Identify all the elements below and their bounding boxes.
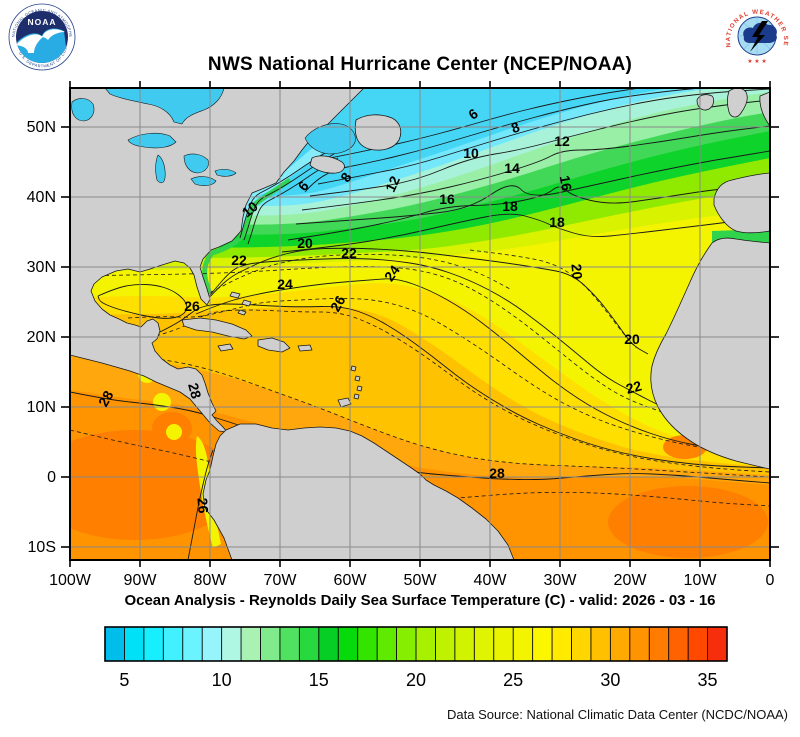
land-france bbox=[759, 91, 770, 127]
x-axis-label: 30W bbox=[544, 572, 578, 589]
land-iberia bbox=[713, 172, 770, 234]
isotherm-label: 22 bbox=[341, 245, 357, 261]
isotherm-label: 14 bbox=[504, 160, 520, 176]
noaa-gull-icon bbox=[16, 34, 43, 53]
x-axis-label: 50W bbox=[404, 572, 438, 589]
y-axis-label: 30N bbox=[27, 259, 56, 276]
land-ireland bbox=[696, 94, 715, 111]
isotherm-label: 18 bbox=[502, 198, 518, 214]
x-axis-label: 60W bbox=[334, 572, 368, 589]
isotherm-label: 28 bbox=[185, 381, 205, 400]
isotherm-label: 20 bbox=[624, 331, 640, 347]
land-antilles bbox=[350, 365, 363, 400]
colorbar-tick-label: 35 bbox=[698, 670, 718, 690]
isotherm-label: 10 bbox=[463, 145, 479, 161]
isotherm-label: 16 bbox=[439, 191, 455, 207]
colorbar-tick-label: 20 bbox=[406, 670, 426, 690]
land-hispaniola bbox=[257, 337, 291, 353]
land-newfoundland bbox=[354, 114, 402, 151]
colorbar: 5 10 15 20 25 30 35 bbox=[104, 626, 728, 690]
y-axis-label: 20N bbox=[27, 329, 56, 346]
isotherm-label: 26 bbox=[194, 497, 211, 514]
land-layer bbox=[70, 88, 770, 560]
data-source: Data Source: National Climatic Data Cent… bbox=[447, 707, 788, 722]
noaa-logo-emblem bbox=[16, 11, 68, 63]
colorbar-tick-label: 25 bbox=[503, 670, 523, 690]
hudson-bay bbox=[104, 88, 225, 125]
isotherm-label: 12 bbox=[554, 133, 570, 149]
land-bahamas bbox=[229, 291, 252, 316]
land-north-america bbox=[70, 88, 365, 433]
x-axis-label: 0 bbox=[766, 572, 775, 589]
land-puerto-rico bbox=[297, 344, 313, 352]
x-axis-label: 90W bbox=[124, 572, 158, 589]
land-jamaica bbox=[217, 343, 234, 352]
isotherm-label: 20 bbox=[297, 235, 313, 251]
land-south-america bbox=[202, 423, 515, 560]
y-axis-label: 50N bbox=[27, 119, 56, 136]
land-nova-scotia bbox=[309, 155, 345, 174]
y-axis-label: 0 bbox=[47, 469, 56, 486]
nws-logo: NATIONAL WEATHER SERVICE ★ ★ ★ bbox=[724, 4, 789, 69]
page-title: NWS National Hurricane Center (NCEP/NOAA… bbox=[207, 54, 633, 75]
land-trinidad bbox=[337, 397, 352, 408]
y-axis-label: 10N bbox=[27, 399, 56, 416]
noaa-logo-label: NOAA bbox=[27, 17, 56, 27]
land-africa bbox=[650, 237, 770, 470]
lake-small-nw bbox=[71, 98, 95, 122]
axis-labels: 100W 90W 80W 70W 60W 50W 40W 30W 20W 10W 0 50N 40N 30… bbox=[27, 119, 775, 589]
gulf-st-lawrence bbox=[304, 123, 356, 155]
map-frame bbox=[61, 81, 779, 567]
x-axis-label: 10W bbox=[684, 572, 718, 589]
nws-lightning-icon bbox=[750, 21, 768, 52]
isotherm-label: 24 bbox=[277, 276, 293, 292]
x-axis-label: 80W bbox=[194, 572, 228, 589]
lake-michigan bbox=[155, 154, 166, 184]
isotherm-label: 16 bbox=[557, 174, 575, 192]
lake-ontario bbox=[214, 168, 237, 177]
nws-stars: ★ ★ ★ bbox=[747, 58, 766, 65]
isotherm-label: 28 bbox=[489, 465, 505, 481]
isotherm-label: 26 bbox=[184, 298, 200, 314]
isotherm-label: 20 bbox=[568, 263, 585, 280]
colorbar-tick-label: 30 bbox=[600, 670, 620, 690]
isotherm-label: 28 bbox=[95, 388, 117, 410]
isotherm-label: 22 bbox=[231, 252, 247, 268]
lakes-layer bbox=[71, 88, 356, 186]
grid-layer bbox=[70, 88, 770, 560]
colorbar-tick-label: 15 bbox=[309, 670, 329, 690]
noaa-logo: NATIONAL OCEANIC AND ATMOSPHERIC ADMINIS… bbox=[8, 3, 76, 71]
colorbar-tick-label: 5 bbox=[119, 670, 129, 690]
map-caption: Ocean Analysis - Reynolds Daily Sea Surf… bbox=[124, 592, 716, 609]
isotherm-label: 22 bbox=[624, 377, 643, 397]
x-axis-label: 70W bbox=[264, 572, 298, 589]
isotherm-label: 12 bbox=[382, 173, 403, 194]
lake-huron bbox=[183, 153, 209, 174]
x-axis-label: 40W bbox=[474, 572, 508, 589]
isotherm-label: 26 bbox=[327, 293, 349, 315]
x-axis-label: 20W bbox=[614, 572, 648, 589]
y-axis-label: 10S bbox=[28, 539, 56, 556]
isotherm-label: 18 bbox=[549, 214, 565, 230]
y-axis-label: 40N bbox=[27, 189, 56, 206]
colorbar-tick-label: 10 bbox=[212, 670, 232, 690]
x-axis-label: 100W bbox=[49, 572, 92, 589]
